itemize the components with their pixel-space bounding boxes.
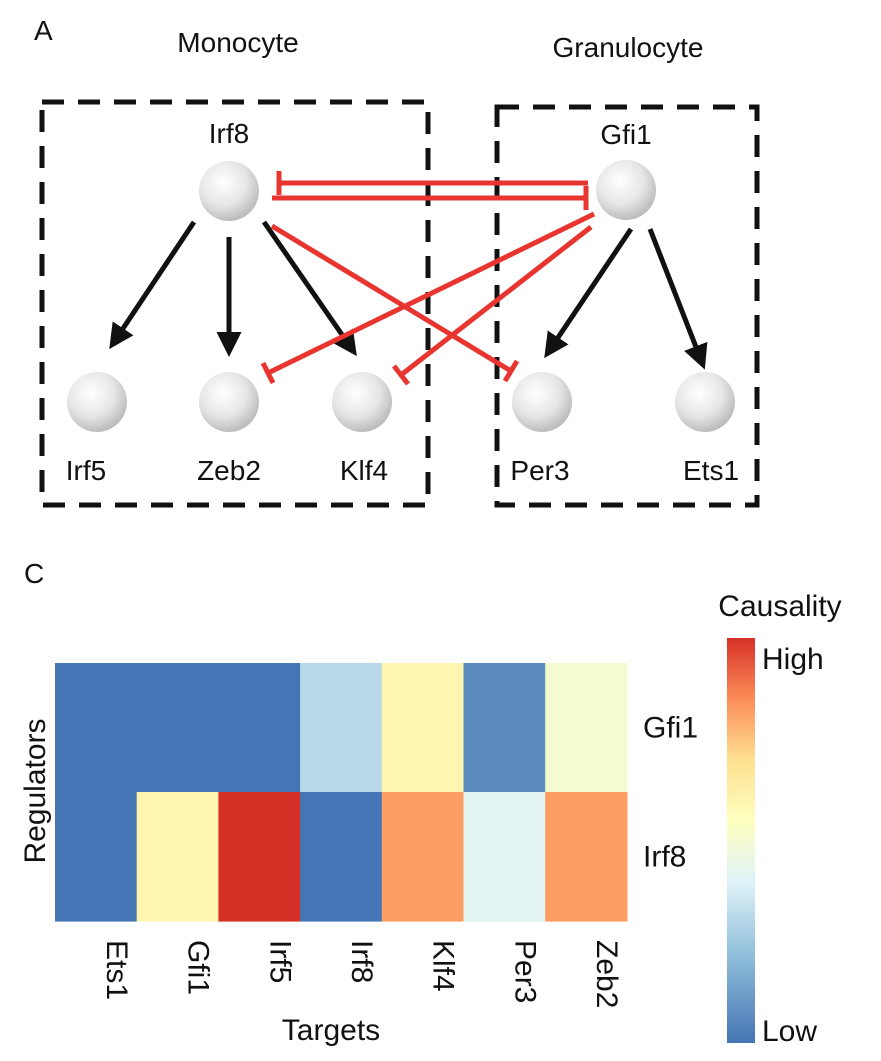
node-irf5 bbox=[67, 372, 127, 432]
node-irf8 bbox=[199, 161, 259, 221]
label-zeb2: Zeb2 bbox=[197, 455, 261, 486]
node-gfi1 bbox=[596, 160, 656, 220]
colorbar-title: Causality bbox=[718, 590, 841, 623]
inhibition-edges bbox=[260, 171, 596, 386]
row-label-gfi1: Gfi1 bbox=[643, 712, 698, 745]
label-ets1: Ets1 bbox=[683, 455, 739, 486]
edge-irf8-gfi1 bbox=[272, 186, 589, 210]
edge-gfi1-per3 bbox=[544, 227, 634, 359]
column-label-per3: Per3 bbox=[508, 940, 541, 1003]
node-zeb2 bbox=[199, 372, 259, 432]
row-label-irf8: Irf8 bbox=[643, 841, 686, 874]
heatmap-cell-gfi1-irf8 bbox=[300, 663, 383, 793]
colorbar-high-label: High bbox=[762, 643, 824, 676]
activation-edges bbox=[109, 220, 708, 370]
edge-irf8-per3 bbox=[270, 223, 520, 383]
heatmap-cell-gfi1-per3 bbox=[463, 663, 546, 793]
label-gfi1: Gfi1 bbox=[600, 119, 651, 150]
heatmap bbox=[55, 663, 628, 922]
y-axis-label: Regulators bbox=[19, 718, 52, 863]
column-label-irf8: Irf8 bbox=[345, 940, 378, 983]
heatmap-cell-irf8-zeb2 bbox=[545, 792, 628, 922]
column-label-gfi1: Gfi1 bbox=[182, 940, 215, 995]
panel-a-label: A bbox=[34, 15, 53, 46]
edge-irf8-irf5 bbox=[109, 220, 197, 350]
heatmap-cell-gfi1-irf5 bbox=[218, 663, 301, 793]
heatmap-cell-irf8-irf5 bbox=[218, 792, 301, 922]
heatmap-cell-irf8-per3 bbox=[463, 792, 546, 922]
node-ets1 bbox=[675, 372, 735, 432]
panel-c-label: C bbox=[24, 558, 44, 589]
heatmap-column-labels: Ets1 Gfi1 Irf5 Irf8 Klf4 Per3 Zeb2 bbox=[100, 940, 623, 1008]
heatmap-cell-irf8-ets1 bbox=[55, 792, 138, 922]
node-klf4 bbox=[332, 372, 392, 432]
colorbar bbox=[727, 638, 755, 1043]
edge-gfi1-ets1 bbox=[647, 228, 708, 370]
monocyte-group-box bbox=[39, 99, 431, 508]
column-label-ets1: Ets1 bbox=[100, 940, 133, 1000]
granulocyte-group-box bbox=[494, 104, 760, 508]
x-axis-label: Targets bbox=[282, 1014, 380, 1047]
heatmap-cell-irf8-gfi1 bbox=[136, 792, 219, 922]
label-irf5: Irf5 bbox=[66, 455, 106, 486]
heatmap-cell-gfi1-gfi1 bbox=[136, 663, 219, 793]
granulocyte-group-title: Granulocyte bbox=[553, 32, 704, 63]
column-label-zeb2: Zeb2 bbox=[590, 940, 623, 1008]
node-per3 bbox=[512, 372, 572, 432]
edge-gfi1-zeb2 bbox=[260, 211, 596, 385]
monocyte-group-title: Monocyte bbox=[177, 27, 298, 58]
heatmap-cell-gfi1-zeb2 bbox=[545, 663, 628, 793]
heatmap-cell-gfi1-klf4 bbox=[381, 663, 465, 793]
column-label-klf4: Klf4 bbox=[427, 940, 460, 992]
heatmap-cell-irf8-irf8 bbox=[300, 792, 383, 922]
label-irf8: Irf8 bbox=[209, 118, 249, 149]
heatmap-cell-gfi1-ets1 bbox=[55, 663, 138, 793]
edge-irf8-klf4 bbox=[261, 220, 357, 357]
column-label-irf5: Irf5 bbox=[263, 940, 296, 983]
edge-gfi1-klf4 bbox=[392, 225, 593, 386]
edge-gfi1-irf8 bbox=[276, 171, 588, 195]
heatmap-row-labels: Gfi1 Irf8 bbox=[643, 712, 698, 874]
heatmap-cell-irf8-klf4 bbox=[381, 792, 465, 922]
label-klf4: Klf4 bbox=[340, 455, 388, 486]
label-per3: Per3 bbox=[510, 455, 569, 486]
colorbar-low-label: Low bbox=[762, 1015, 817, 1048]
